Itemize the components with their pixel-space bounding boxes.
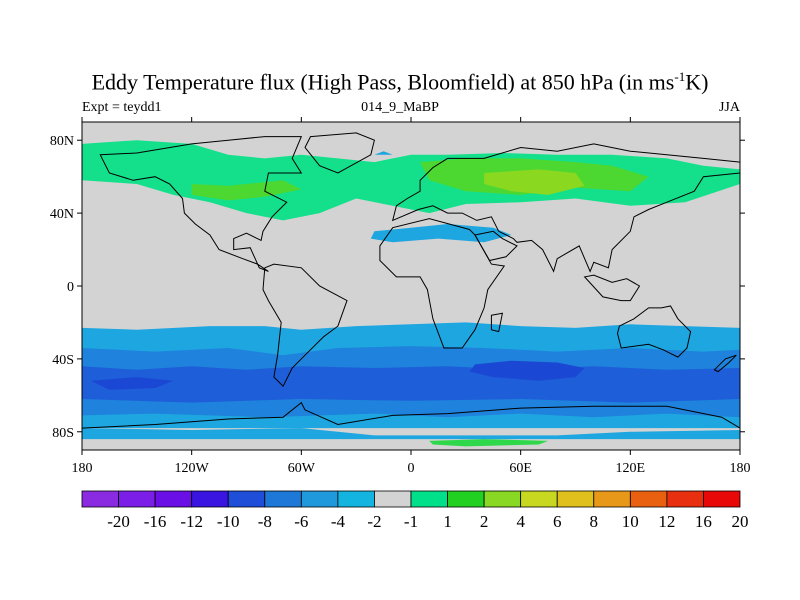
sh-band-strong-shading xyxy=(82,366,740,403)
nh-band-mid-shading xyxy=(191,180,302,201)
colorbar-label: 4 xyxy=(516,512,525,531)
shading-layer xyxy=(82,140,740,447)
eurasia-outline xyxy=(391,143,740,273)
colorbar-label: -8 xyxy=(258,512,272,531)
colorbar-swatch xyxy=(154,490,193,508)
colorbar-swatch xyxy=(227,490,266,508)
colorbar-label: 2 xyxy=(480,512,489,531)
colorbar-swatch xyxy=(300,490,339,508)
colorbar-swatch xyxy=(410,490,448,508)
north-america-outline xyxy=(99,136,303,272)
plot-title-exponent: -1 xyxy=(674,69,686,84)
colorbar-swatch xyxy=(556,490,595,508)
colorbar-label: 8 xyxy=(590,512,599,531)
colorbar-label: 6 xyxy=(553,512,562,531)
plot-title-tail: K) xyxy=(685,69,709,95)
colorbar-swatch xyxy=(703,490,741,508)
colorbar-label: -12 xyxy=(180,512,203,531)
antarctica-outline xyxy=(82,401,740,429)
indian-ocean-min-shading xyxy=(469,360,585,381)
colorbar-swatch xyxy=(81,490,119,508)
colorbar-swatch xyxy=(191,490,229,508)
colorbar-label: -1 xyxy=(404,512,418,531)
antarctic-positive-shading xyxy=(429,439,549,447)
colorbar-swatch xyxy=(483,490,522,508)
colorbar-swatch xyxy=(374,490,412,508)
lat-tick-label: 80S xyxy=(52,426,74,441)
lat-tick-label: 40S xyxy=(52,353,74,368)
coastline-layer xyxy=(82,132,740,429)
madagascar-outline xyxy=(490,312,504,333)
colorbar-label: -6 xyxy=(294,512,308,531)
colorbar-label: -20 xyxy=(107,512,130,531)
colorbar-swatch xyxy=(337,490,375,508)
australia-outline xyxy=(616,305,692,358)
arctic-patch-shading xyxy=(374,151,393,155)
colorbar-swatch xyxy=(520,490,558,508)
colorbar-label: -10 xyxy=(217,512,240,531)
colorbar-label: -2 xyxy=(367,512,381,531)
sh-polar-light-shading xyxy=(82,428,740,440)
lon-tick-label: 0 xyxy=(408,461,415,476)
lon-tick-label: 120E xyxy=(616,461,646,476)
lon-tick-label: 60W xyxy=(288,461,316,476)
colorbar: -20 -16 -12 -10 -8 -6 -4 -2 -1 1 2 4 6 8 10 12 16 20 xyxy=(81,490,749,531)
colorbar-label: 12 xyxy=(658,512,675,531)
lon-tick-label: 60E xyxy=(509,461,532,476)
colorbar-swatch xyxy=(447,490,485,508)
arabia-outline xyxy=(474,230,518,262)
axis-layer: 80N 40N 0 40S 80S 180 120W 60W 0 60E 120E 180 xyxy=(50,117,751,476)
lon-tick-label: 120W xyxy=(175,461,210,476)
lat-tick-label: 40N xyxy=(50,207,74,222)
colorbar-label: -16 xyxy=(144,512,167,531)
colorbar-swatch xyxy=(118,490,156,508)
colorbar-swatch xyxy=(666,490,704,508)
season-label: JJA xyxy=(718,100,740,115)
africa-outline xyxy=(379,218,506,349)
colorbar-label: 1 xyxy=(443,512,452,531)
nh-band-light-shading xyxy=(82,140,740,221)
experiment-label: Expt = teydd1 xyxy=(82,100,162,115)
greenland-outline xyxy=(304,132,375,174)
colorbar-swatch xyxy=(264,490,302,508)
eurasia-strong-shading xyxy=(484,169,585,195)
lon-tick-label: 180 xyxy=(72,461,93,476)
plot-title-main: Eddy Temperature flux (High Pass, Bloomf… xyxy=(91,69,675,95)
colorbar-label: 10 xyxy=(622,512,639,531)
plot-title: Eddy Temperature flux (High Pass, Bloomf… xyxy=(0,64,800,95)
period-label: 014_9_MaBP xyxy=(361,100,439,115)
lat-tick-label: 80N xyxy=(50,134,74,149)
lat-tick-label: 0 xyxy=(67,280,74,295)
colorbar-swatch xyxy=(629,490,668,508)
indonesia-outline xyxy=(583,274,641,302)
pacific-min-shading xyxy=(91,377,174,390)
south-america-outline xyxy=(262,263,348,388)
colorbar-label: 16 xyxy=(695,512,712,531)
map-field xyxy=(82,122,740,450)
colorbar-label: 20 xyxy=(732,512,749,531)
lon-tick-label: 180 xyxy=(730,461,751,476)
colorbar-swatch xyxy=(593,490,631,508)
new-zealand-outline xyxy=(713,354,737,373)
colorbar-label: -4 xyxy=(331,512,346,531)
